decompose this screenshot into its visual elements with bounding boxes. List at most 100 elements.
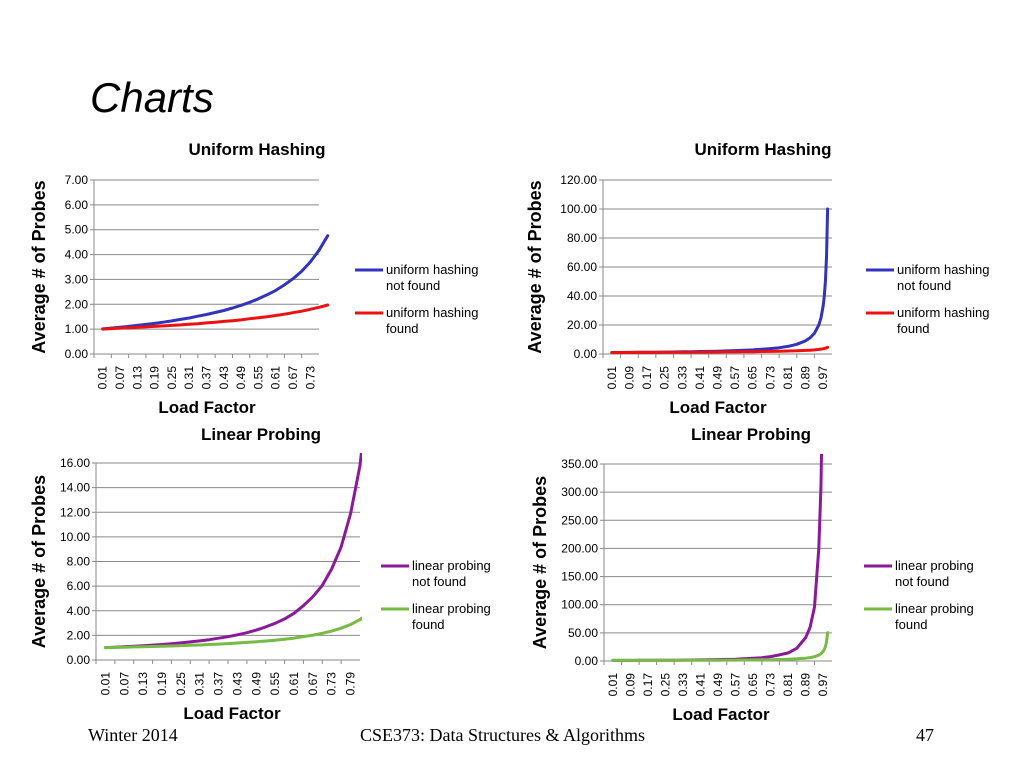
y-tick-label: 350.00 xyxy=(561,457,598,471)
x-tick-label: 0.37 xyxy=(212,672,226,696)
chart-uniform-hashing-large: 0.00 20.00 40.00 60.00 80.00 100.00 120.00 0.01… xyxy=(525,140,990,417)
x-tick-label: 0.49 xyxy=(234,366,248,390)
x-axis-label: Load Factor xyxy=(672,705,770,724)
slide-title: Charts xyxy=(90,74,214,121)
x-tick-label: 0.33 xyxy=(676,673,690,697)
series-group xyxy=(611,454,830,662)
y-tick-label: 3.00 xyxy=(65,272,89,286)
legend-label: uniform hashing xyxy=(386,262,479,277)
x-tick-label: 0.57 xyxy=(728,366,742,390)
x-tick-label: 0.73 xyxy=(325,672,339,696)
legend-label: found xyxy=(386,321,419,336)
legend-label: linear probing xyxy=(895,558,974,573)
x-tick-label: 0.61 xyxy=(269,366,283,390)
x-tick-label: 0.81 xyxy=(781,673,795,697)
x-axis-label: Load Factor xyxy=(183,704,281,723)
series-line-found xyxy=(103,616,362,650)
x-tick-label: 0.97 xyxy=(816,673,830,697)
legend-label: found xyxy=(897,321,930,336)
y-axis-label: Average # of Probes xyxy=(530,476,550,649)
series-line-not-found xyxy=(103,453,362,650)
x-tick-label: 0.49 xyxy=(711,366,725,390)
x-tick-label: 0.25 xyxy=(658,366,672,390)
y-tick-label: 14.00 xyxy=(60,481,90,495)
x-tick-label: 0.01 xyxy=(98,672,112,696)
y-tick-label: 20.00 xyxy=(567,318,597,332)
y-tick-label: 300.00 xyxy=(561,485,598,499)
x-tick-label: 0.31 xyxy=(182,366,196,390)
x-tick-label: 0.41 xyxy=(693,366,707,390)
x-tick-label: 0.67 xyxy=(286,366,300,390)
y-axis-label: Average # of Probes xyxy=(29,180,49,353)
x-tick-label: 0.97 xyxy=(816,366,830,390)
chart-uniform-hashing-small: 0.00 1.00 2.00 3.00 4.00 5.00 6.00 7.00 0.01 0.07… xyxy=(29,140,479,417)
y-tick-label: 0.00 xyxy=(65,347,89,361)
x-tick-label: 0.43 xyxy=(217,366,231,390)
series-line-found xyxy=(610,345,830,355)
x-tick-label: 0.07 xyxy=(113,366,127,390)
legend-label: not found xyxy=(412,574,466,589)
footer-course: CSE373: Data Structures & Algorithms xyxy=(360,725,645,745)
y-tick-label: 120.00 xyxy=(560,173,597,187)
y-tick-label: 50.00 xyxy=(568,626,598,640)
y-tick-label: 8.00 xyxy=(67,555,91,569)
legend-label: uniform hashing xyxy=(386,305,479,320)
chart-title: Uniform Hashing xyxy=(189,140,326,159)
y-tick-label: 5.00 xyxy=(65,223,89,237)
chart-linear-probing-small: 0.00 2.00 4.00 6.00 8.00 10.00 12.00 14.00 16.00… xyxy=(29,425,491,723)
y-tick-label: 200.00 xyxy=(561,541,598,555)
x-tick-label: 0.41 xyxy=(693,673,707,697)
legend-label: linear probing xyxy=(412,558,491,573)
x-tick-label: 0.25 xyxy=(165,366,179,390)
x-tick-label: 0.65 xyxy=(746,673,760,697)
y-tick-label: 6.00 xyxy=(67,579,91,593)
x-tick-label: 0.17 xyxy=(640,366,654,390)
x-axis-label: Load Factor xyxy=(158,398,256,417)
y-tick-label: 7.00 xyxy=(65,173,89,187)
x-tick-label: 0.57 xyxy=(729,673,743,697)
x-tick-label: 0.73 xyxy=(303,366,317,390)
legend-label: uniform hashing xyxy=(897,305,990,320)
footer-page-number: 47 xyxy=(916,725,934,745)
series-line-found xyxy=(101,303,330,331)
x-tick-label: 0.13 xyxy=(136,672,150,696)
legend-label: uniform hashing xyxy=(897,262,990,277)
y-tick-label: 40.00 xyxy=(567,289,597,303)
y-tick-label: 60.00 xyxy=(567,260,597,274)
y-tick-label: 1.00 xyxy=(65,322,89,336)
y-tick-label: 0.00 xyxy=(67,653,91,667)
x-tick-label: 0.01 xyxy=(605,366,619,390)
x-tick-label: 0.49 xyxy=(711,673,725,697)
x-tick-label: 0.25 xyxy=(174,672,188,696)
series-line-not-found xyxy=(610,207,830,354)
x-tick-label: 0.73 xyxy=(763,366,777,390)
x-tick-label: 0.89 xyxy=(799,366,813,390)
y-tick-label: 6.00 xyxy=(65,198,89,212)
legend-label: linear probing xyxy=(412,601,491,616)
chart-title: Uniform Hashing xyxy=(695,140,832,159)
legend-label: not found xyxy=(895,574,949,589)
x-tick-label: 0.01 xyxy=(606,673,620,697)
y-axis-label: Average # of Probes xyxy=(29,475,49,648)
legend-label: found xyxy=(895,617,928,632)
y-tick-label: 0.00 xyxy=(575,654,599,668)
y-tick-label: 16.00 xyxy=(60,456,90,470)
x-tick-label: 0.49 xyxy=(249,672,263,696)
y-tick-label: 12.00 xyxy=(60,505,90,519)
x-tick-label: 0.89 xyxy=(799,673,813,697)
series-group xyxy=(610,207,830,355)
series-line-found xyxy=(611,631,830,662)
y-tick-label: 0.00 xyxy=(574,347,598,361)
legend-label: not found xyxy=(897,278,951,293)
legend-label: linear probing xyxy=(895,601,974,616)
x-tick-label: 0.33 xyxy=(675,366,689,390)
y-tick-label: 100.00 xyxy=(560,202,597,216)
y-tick-label: 250.00 xyxy=(561,513,598,527)
x-tick-label: 0.67 xyxy=(306,672,320,696)
chart-title: Linear Probing xyxy=(691,425,811,444)
y-axis-label: Average # of Probes xyxy=(525,180,545,353)
x-axis-label: Load Factor xyxy=(669,398,767,417)
series-group xyxy=(103,453,362,650)
y-tick-label: 4.00 xyxy=(67,604,91,618)
